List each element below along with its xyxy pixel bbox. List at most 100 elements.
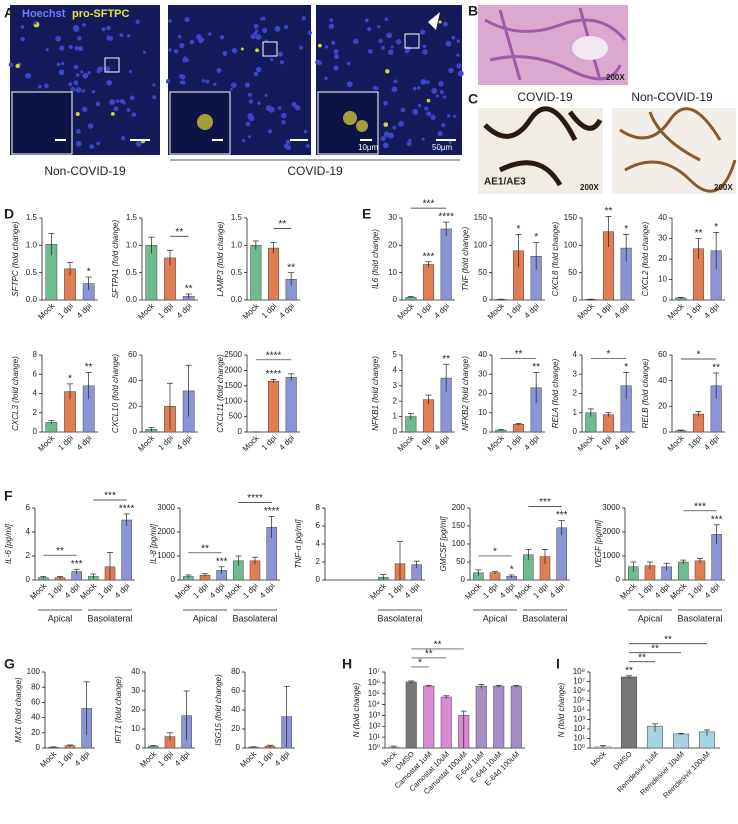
y-tick-label: 1000 [157, 551, 175, 560]
nucleus [25, 72, 32, 79]
y-axis-label: N (fold change) [352, 682, 361, 737]
nucleus [307, 30, 312, 36]
roi [262, 41, 278, 57]
panel-letter: C [468, 91, 478, 107]
group-label: Basolateral [232, 613, 277, 623]
y-tick-label: 80 [231, 667, 240, 676]
nucleus [268, 106, 275, 113]
nucleus [250, 34, 256, 40]
nucleus [222, 50, 228, 56]
y-tick-label: 20 [31, 728, 40, 737]
y-tick-label: 60 [128, 350, 137, 359]
nucleus [74, 45, 80, 51]
nucleus [55, 35, 62, 42]
y-tick-label: 10⁵ [573, 696, 585, 705]
significance: ** [605, 206, 613, 217]
bracket-label: *** [423, 199, 435, 210]
nucleus [378, 38, 383, 44]
y-tick-label: 0.0 [126, 295, 138, 304]
x-tick-label: 4 dpi [612, 433, 631, 452]
bar [285, 376, 297, 433]
x-tick-label: 1 dpi [241, 581, 260, 600]
significance: * [624, 362, 628, 373]
y-tick-label: 0 [33, 427, 38, 436]
nucleus [20, 36, 25, 42]
nucleus [213, 82, 217, 86]
micrograph-group: Hoechst pro-SFTPC 10μm 50μm Non-COVID-19… [4, 5, 464, 178]
bracket-label: ** [434, 640, 442, 651]
significance: ** [695, 228, 703, 239]
x-tick-label: 1 dpi [256, 749, 275, 768]
x-tick-label: 4 dpi [548, 581, 567, 600]
y-tick-label: 0 [236, 743, 241, 752]
y-tick-label: 10⁶ [368, 678, 380, 687]
nucleus [264, 93, 268, 97]
nucleus [387, 49, 394, 55]
nucleus [383, 122, 389, 127]
x-tick-label: 1 dpi [260, 433, 279, 452]
nucleus [453, 114, 457, 118]
x-tick-label: Mock [136, 433, 157, 454]
y-tick-label: 0.0 [26, 295, 38, 304]
x-tick-label: Mock [368, 581, 389, 602]
y-tick-label: 150 [564, 213, 578, 222]
nucleus [422, 44, 427, 49]
tissue [619, 107, 737, 193]
nucleus [152, 95, 157, 100]
nucleus [420, 29, 426, 35]
nucleus [99, 66, 104, 70]
y-tick-label: 10⁸ [573, 667, 585, 676]
nucleus [152, 83, 156, 87]
nucleus [398, 120, 404, 127]
y-tick-label: 1000 [602, 551, 620, 560]
bar [121, 519, 132, 581]
nucleus [131, 112, 137, 117]
y-tick-label: 200 [452, 503, 466, 512]
cell [343, 111, 357, 125]
nucleus [286, 139, 291, 145]
nucleus [179, 74, 184, 79]
nucleus [437, 130, 443, 137]
y-axis-label: TNF-α [pg/ml] [294, 519, 303, 569]
nucleus [334, 54, 339, 60]
y-tick-label: 0 [36, 743, 41, 752]
y-tick-label: 150 [474, 213, 488, 222]
nucleus [441, 122, 446, 128]
x-tick-label: Mock [486, 301, 507, 322]
y-tick-label: 80 [31, 682, 40, 691]
nucleus [255, 48, 259, 53]
bracket-label: * [418, 658, 422, 669]
nucleus [333, 65, 339, 71]
group-label: Apical [638, 613, 663, 623]
x-tick-label: 4 dpi [498, 581, 517, 600]
y-axis-label: MX1 (fold change) [14, 677, 23, 743]
bracket-label: ** [425, 649, 433, 660]
bar [672, 733, 690, 749]
x-tick-label: Mock [138, 749, 159, 770]
y-axis-label: GMCSF [pg/ml] [439, 516, 448, 572]
lumen [572, 36, 608, 60]
nucleus [73, 80, 78, 85]
nucleus [177, 34, 182, 39]
nucleus [303, 129, 308, 134]
nucleus [230, 82, 237, 88]
y-tick-label: 0 [316, 575, 321, 584]
nucleus [457, 70, 464, 77]
x-tick-label: 1 dpi [260, 301, 279, 320]
nucleus [281, 112, 287, 119]
significance: *** [423, 251, 435, 262]
nucleus [168, 48, 172, 52]
x-tick-label: 1 dpi [415, 433, 434, 452]
x-tick-label: 1 dpi [191, 581, 210, 600]
significance: *** [556, 510, 568, 521]
nucleus [76, 129, 81, 134]
nucleus [283, 143, 290, 149]
nucleus [406, 141, 412, 147]
nucleus [241, 138, 246, 143]
x-tick-label: 4 dpi [73, 749, 92, 768]
magnification: 200X [714, 183, 733, 192]
y-tick-label: 0 [573, 295, 578, 304]
scale-label: 50μm [432, 143, 453, 152]
panel-letter: B [468, 3, 478, 19]
nucleus [418, 104, 422, 108]
